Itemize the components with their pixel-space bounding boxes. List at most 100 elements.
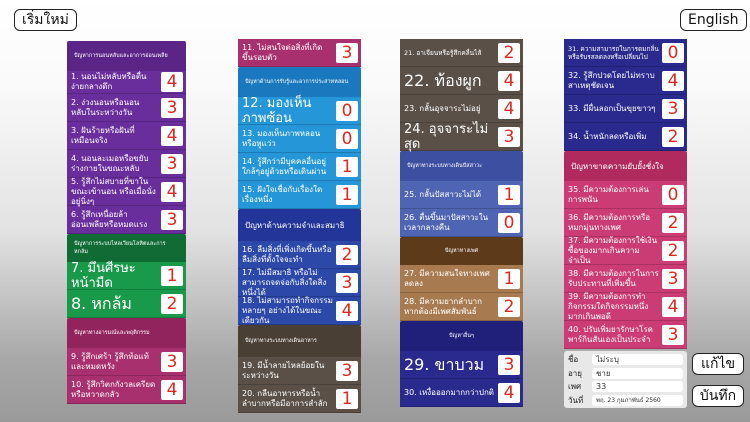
score-box[interactable]: 3 bbox=[336, 360, 358, 381]
score-box[interactable]: 3 bbox=[498, 354, 520, 375]
symptom-item[interactable]: 30. เหงื่อออกมากกว่าปกติ 4 bbox=[400, 379, 523, 407]
score-box[interactable]: 0 bbox=[662, 42, 684, 63]
sex-label: เพศ bbox=[568, 382, 582, 391]
save-button[interactable]: บันทึก bbox=[692, 385, 744, 407]
score-box[interactable]: 3 bbox=[336, 272, 358, 293]
symptom-item[interactable]: 4. นอนละเมอหรือขยับร่างกายในขณะหลับ 3 bbox=[67, 150, 186, 178]
symptom-item[interactable]: 31. ความสามารถในการดมกลิ่นหรือรับรสลดลงห… bbox=[564, 39, 687, 67]
symptom-item[interactable]: 18. ไม่สามารถทำกิจกรรมหลายๆ อย่างได้ในขณ… bbox=[238, 296, 361, 325]
symptom-item[interactable]: 15. ฝังใจเชื่อกับเรื่องใดเรื่องหนึ่ง 1 bbox=[238, 181, 361, 209]
restart-button[interactable]: เริ่มใหม่ bbox=[14, 9, 77, 31]
symptom-item[interactable]: 19. มีน้ำลายไหลย้อยในระหว่างวัน 3 bbox=[238, 357, 361, 385]
score-box[interactable]: 0 bbox=[498, 212, 520, 233]
symptom-item[interactable]: 26. ตื่นขึ้นมาปัสสาวะในเวลากลางคืน 0 bbox=[400, 209, 523, 237]
score-box[interactable]: 2 bbox=[498, 42, 520, 63]
symptom-label: 6. รู้สึกเหนื่อยล้าอ่อนเพลียหรือหมดแรง bbox=[71, 209, 148, 229]
score-box[interactable]: 2 bbox=[662, 240, 684, 261]
symptom-item[interactable]: 21. อาเจียนหรือรู้สึกคลื่นไส้ 2 bbox=[400, 39, 523, 67]
score-box[interactable]: 4 bbox=[498, 382, 520, 403]
symptom-item[interactable]: 12. มองเห็นภาพซ้อน 0 bbox=[238, 96, 361, 126]
symptom-item[interactable]: 39. มีความต้องการทำกิจกรรมใดกิจกรรมหนึ่ง… bbox=[564, 291, 687, 321]
score-box[interactable]: 1 bbox=[336, 156, 358, 177]
symptom-item[interactable]: 17. ไม่มีสมาธิ หรือไม่สามารถจดจ่อกับสิ่ง… bbox=[238, 268, 361, 297]
score-box[interactable]: 1 bbox=[336, 388, 358, 409]
symptom-item[interactable]: 14. รู้สึกว่ามีบุคคลอื่นอยู่ใกล้ๆอยู่ด้ว… bbox=[238, 153, 361, 181]
symptom-item[interactable]: 7. มึนศีรษะ หน้ามืด 1 bbox=[67, 260, 186, 291]
patient-date-row: วันที่ พฤ. 23 กุมภาพันธ์ 2560 bbox=[568, 394, 683, 407]
score-box[interactable]: 1 bbox=[161, 265, 183, 286]
symptom-item[interactable]: 13. มองเห็นภาพหลอนหรือหูแว่ว 0 bbox=[238, 125, 361, 153]
score-box[interactable]: 4 bbox=[161, 181, 183, 202]
symptom-item[interactable]: 8. หกล้ม 2 bbox=[67, 290, 186, 318]
symptom-item[interactable]: 1. นอนไม่หลับหรือตื่นง่ายกลางดึก 4 bbox=[67, 71, 186, 94]
score-box[interactable]: 4 bbox=[662, 70, 684, 91]
score-box[interactable]: 1 bbox=[498, 268, 520, 289]
symptom-label: 21. อาเจียนหรือรู้สึกคลื่นไส้ bbox=[404, 48, 482, 57]
score-box[interactable]: 3 bbox=[662, 324, 684, 345]
score-box[interactable]: 4 bbox=[662, 296, 684, 317]
score-box[interactable]: 4 bbox=[498, 70, 520, 91]
symptom-label: 7. มึนศีรษะ หน้ามืด bbox=[71, 260, 136, 291]
symptom-item[interactable]: 22. ท้องผูก 4 bbox=[400, 67, 523, 95]
symptom-item[interactable]: 40. ปรับเพิ่มยารักษาโรคพาร์กินสันเองเป็น… bbox=[564, 321, 687, 349]
score-box[interactable]: 0 bbox=[336, 128, 358, 149]
symptom-item[interactable]: 9. รู้สึกเศร้า รู้สึกท้อแท้ และหมดหวัง 3 bbox=[67, 348, 186, 376]
score-box[interactable]: 0 bbox=[662, 184, 684, 205]
symptom-item[interactable]: 6. รู้สึกเหนื่อยล้าอ่อนเพลียหรือหมดแรง 3 bbox=[67, 206, 186, 234]
english-language-button[interactable]: English bbox=[680, 9, 747, 31]
score-box[interactable]: 4 bbox=[161, 125, 183, 146]
score-box[interactable]: 3 bbox=[161, 209, 183, 230]
symptom-item[interactable]: 32. รู้สึกปวดโดยไม่ทราบสาเหตุชัดเจน 4 bbox=[564, 67, 687, 95]
score-box[interactable]: 0 bbox=[336, 100, 358, 121]
score-box[interactable]: 2 bbox=[498, 296, 520, 317]
score-box[interactable]: 3 bbox=[498, 126, 520, 147]
symptom-item[interactable]: 3. ฝันร้ายหรือฝันที่เหมือนจริง 4 bbox=[67, 122, 186, 150]
symptom-label: 39. มีความต้องการทำกิจกรรมใดกิจกรรมหนึ่ง… bbox=[568, 291, 649, 321]
score-box[interactable]: 1 bbox=[336, 184, 358, 205]
symptom-item[interactable]: 29. ขาบวม 3 bbox=[400, 351, 523, 379]
symptom-item[interactable]: 38. มีความต้องการในการรับประทานที่เพิ่มข… bbox=[564, 265, 687, 293]
symptom-item[interactable]: 33. มีผื่นลอกเป็นขุยขาวๆ 3 bbox=[564, 95, 687, 123]
score-box[interactable]: 1 bbox=[498, 184, 520, 205]
section-header: ปัญหาอื่นๆ bbox=[400, 321, 523, 351]
score-box[interactable]: 3 bbox=[662, 268, 684, 289]
symptom-item[interactable]: 25. กลั้นปัสสาวะไม่ได้ 1 bbox=[400, 181, 523, 209]
score-box[interactable]: 3 bbox=[662, 98, 684, 119]
symptom-label: 28. มีความยากลำบากหากต้องมีเพศสัมพันธ์ bbox=[404, 296, 482, 316]
symptom-item[interactable]: 10. รู้สึกวิตกกังวลเครียดหรือหวาดกลัว 4 bbox=[67, 376, 186, 404]
sex-field[interactable]: 33 bbox=[592, 381, 683, 392]
symptom-item[interactable]: 23. กลั้นอุจจาระไม่อยู่ 4 bbox=[400, 95, 523, 123]
score-box[interactable]: 4 bbox=[161, 379, 183, 400]
symptom-label: 37. มีความต้องการใช้เงินซื้อของมากเกินคว… bbox=[568, 235, 658, 265]
symptom-item[interactable]: 34. น้ำหนักลดหรือเพิ่ม 2 bbox=[564, 123, 687, 151]
score-box[interactable]: 3 bbox=[161, 97, 183, 118]
symptom-item[interactable]: 2. ง่วงนอนหรือนอนหลับในระหว่างวัน 3 bbox=[67, 94, 186, 122]
symptom-label: 19. มีน้ำลายไหลย้อยในระหว่างวัน bbox=[242, 360, 325, 380]
symptom-item[interactable]: 16. ลืมสิ่งที่เพิ่งเกิดขึ้นหรือลืมสิ่งที… bbox=[238, 241, 361, 269]
symptom-item[interactable]: 28. มีความยากลำบากหากต้องมีเพศสัมพันธ์ 2 bbox=[400, 293, 523, 321]
score-box[interactable]: 4 bbox=[336, 300, 358, 321]
score-box[interactable]: 4 bbox=[498, 98, 520, 119]
symptom-item[interactable]: 11. ไม่สนใจต่อสิ่งที่เกิดขึ้นรอบตัว 3 bbox=[238, 39, 361, 67]
score-box[interactable]: 2 bbox=[662, 212, 684, 233]
score-box[interactable]: 3 bbox=[161, 351, 183, 372]
score-box[interactable]: 2 bbox=[161, 293, 183, 314]
symptom-item[interactable]: 37. มีความต้องการใช้เงินซื้อของมากเกินคว… bbox=[564, 235, 687, 265]
edit-button[interactable]: แก้ไข bbox=[692, 353, 744, 375]
score-box[interactable]: 3 bbox=[161, 153, 183, 174]
symptom-item[interactable]: 24. อุจจาระไม่สุด 3 bbox=[400, 122, 523, 152]
symptom-item[interactable]: 35. มีความต้องการเล่นการพนัน 0 bbox=[564, 181, 687, 209]
symptom-item[interactable]: 20. กลืนอาหารหรือน้ำลำบากหรือมีอาการสำลั… bbox=[238, 385, 361, 413]
symptom-item[interactable]: 27. มีความสนใจทางเพศลดลง 1 bbox=[400, 265, 523, 293]
score-box[interactable]: 2 bbox=[662, 126, 684, 147]
score-box[interactable]: 3 bbox=[336, 42, 358, 63]
name-field[interactable]: ไม่ระบุ bbox=[592, 354, 683, 365]
date-field[interactable]: พฤ. 23 กุมภาพันธ์ 2560 bbox=[592, 394, 683, 406]
age-field[interactable]: ชาย bbox=[592, 367, 683, 379]
symptom-item[interactable]: 36. มีความต้องการหรือหมกมุ่นทางเพศ 2 bbox=[564, 209, 687, 237]
symptom-label: 4. นอนละเมอหรือขยับร่างกายในขณะหลับ bbox=[71, 153, 149, 173]
symptom-label: 40. ปรับเพิ่มยารักษาโรคพาร์กินสันเองเป็น… bbox=[568, 324, 654, 344]
symptom-item[interactable]: 5. รู้สึกไม่สบายที่ขาในขณะเข้านอน หรือเม… bbox=[67, 177, 186, 206]
score-box[interactable]: 4 bbox=[161, 72, 183, 92]
score-box[interactable]: 2 bbox=[336, 244, 358, 265]
